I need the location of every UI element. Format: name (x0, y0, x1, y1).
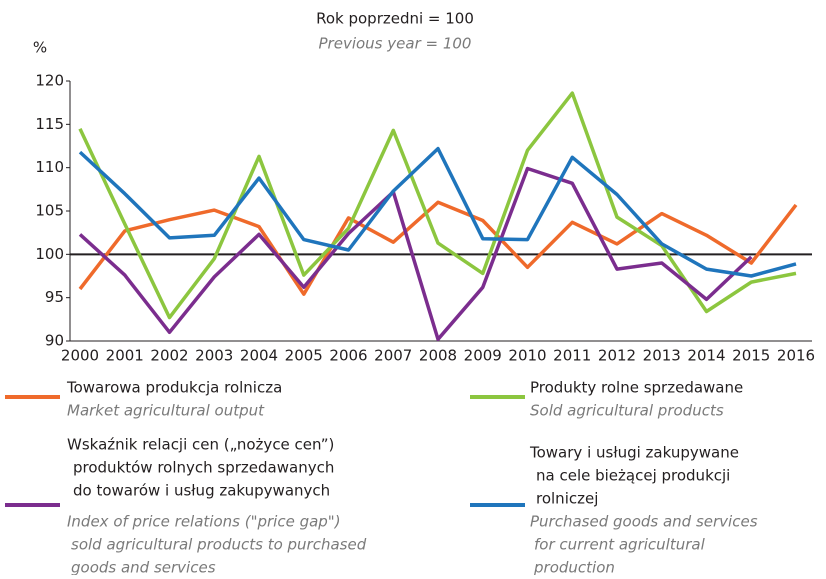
legend-label: Wskaźnik relacji cen („nożyce cen”) (67, 436, 334, 454)
legend-label-en: Sold agricultural products (530, 402, 724, 420)
legend-label: Towary i usługi zakupywane (529, 444, 739, 462)
legend-label: Produkty rolne sprzedawane (530, 379, 743, 397)
y-axis-label: % (33, 39, 47, 57)
x-tick-label: 2003 (195, 347, 233, 365)
chart-title: Rok poprzedni = 100 (316, 10, 474, 28)
legend-label: na cele bieżącej produkcji (536, 467, 730, 485)
y-tick-label: 90 (45, 332, 64, 350)
x-tick-label: 2013 (643, 347, 681, 365)
legend-label-en: Purchased goods and services (530, 513, 758, 531)
y-tick-label: 95 (45, 288, 64, 306)
y-tick-label: 110 (35, 158, 64, 176)
x-tick-label: 2012 (598, 347, 636, 365)
x-tick-label: 2005 (285, 347, 323, 365)
x-tick-label: 2006 (329, 347, 367, 365)
x-tick-label: 2000 (61, 347, 99, 365)
series-line (78, 166, 753, 342)
legend-label-en: goods and services (71, 559, 216, 576)
x-tick-label: 2008 (419, 347, 457, 365)
x-tick-label: 2001 (106, 347, 144, 365)
legend-label: produktów rolnych sprzedawanych (73, 459, 334, 477)
x-tick-label: 2009 (464, 347, 502, 365)
chart-subtitle: Previous year = 100 (319, 35, 472, 53)
series-line (78, 146, 797, 278)
series-line (78, 91, 797, 320)
legend-label-en: for current agricultural (534, 536, 706, 554)
legend-label: do towarów i usług zakupywanych (73, 482, 330, 500)
y-tick-label: 100 (35, 245, 64, 263)
x-tick-label: 2004 (240, 347, 278, 365)
x-tick-label: 2016 (777, 347, 815, 365)
x-tick-label: 2015 (732, 347, 770, 365)
legend-label: Towarowa produkcja rolnicza (66, 379, 282, 397)
x-tick-label: 2002 (150, 347, 188, 365)
x-tick-label: 2010 (508, 347, 546, 365)
y-tick-label: 105 (35, 202, 64, 220)
y-tick-label: 120 (35, 72, 64, 90)
legend-label-en: production (533, 559, 615, 576)
x-tick-label: 2011 (553, 347, 591, 365)
legend-label-en: Market agricultural output (67, 402, 265, 420)
legend-label: rolniczej (536, 490, 598, 508)
x-tick-label: 2007 (374, 347, 412, 365)
x-tick-label: 2014 (687, 347, 725, 365)
y-tick-label: 115 (35, 115, 64, 133)
legend-label-en: sold agricultural products to purchased (71, 536, 367, 554)
series-line (78, 200, 798, 296)
legend-label-en: Index of price relations ("price gap") (67, 513, 341, 531)
